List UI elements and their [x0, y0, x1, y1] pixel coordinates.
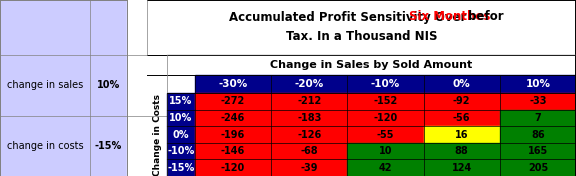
- Text: 10%: 10%: [97, 80, 120, 90]
- Text: change in costs: change in costs: [7, 141, 84, 151]
- Text: -120: -120: [373, 113, 397, 123]
- Text: -183: -183: [297, 113, 321, 123]
- Bar: [423, 126, 500, 143]
- Text: Change in Sales by Sold Amount: Change in Sales by Sold Amount: [270, 60, 473, 70]
- Bar: [271, 110, 347, 126]
- Text: Accumulated Profit Sensitivity Over: Accumulated Profit Sensitivity Over: [229, 11, 471, 24]
- Bar: [167, 110, 195, 126]
- Text: -146: -146: [221, 146, 245, 156]
- Text: -10%: -10%: [168, 146, 195, 156]
- Text: -152: -152: [373, 96, 397, 106]
- Text: 15%: 15%: [169, 96, 192, 106]
- Bar: [500, 159, 576, 176]
- Text: -56: -56: [453, 113, 471, 123]
- Bar: [195, 126, 271, 143]
- Bar: [500, 110, 576, 126]
- Text: 86: 86: [531, 130, 545, 140]
- Bar: [167, 93, 195, 110]
- Text: -15%: -15%: [95, 141, 122, 151]
- Text: 10: 10: [379, 146, 392, 156]
- Bar: [195, 143, 271, 159]
- Text: 7: 7: [535, 113, 541, 123]
- Bar: [271, 126, 347, 143]
- Bar: [195, 110, 271, 126]
- Bar: [347, 126, 423, 143]
- Text: 16: 16: [455, 130, 468, 140]
- Bar: [167, 126, 195, 143]
- Bar: [347, 93, 423, 110]
- Text: befor: befor: [464, 11, 503, 24]
- Text: 10%: 10%: [169, 113, 192, 123]
- Text: -196: -196: [221, 130, 245, 140]
- Text: -272: -272: [221, 96, 245, 106]
- Bar: [167, 143, 195, 159]
- Bar: [347, 143, 423, 159]
- Bar: [347, 110, 423, 126]
- Bar: [500, 93, 576, 110]
- Text: 0%: 0%: [173, 130, 190, 140]
- Bar: [271, 159, 347, 176]
- Bar: [195, 159, 271, 176]
- Bar: [423, 110, 500, 126]
- Text: 124: 124: [452, 163, 472, 173]
- Text: -33: -33: [529, 96, 547, 106]
- Text: -92: -92: [453, 96, 471, 106]
- Bar: [167, 55, 576, 75]
- Text: 42: 42: [379, 163, 392, 173]
- Bar: [423, 159, 500, 176]
- Text: -246: -246: [221, 113, 245, 123]
- Text: -15%: -15%: [168, 163, 195, 173]
- Bar: [195, 93, 271, 110]
- Text: Six Monthes: Six Monthes: [409, 11, 490, 24]
- Text: 10%: 10%: [525, 79, 551, 89]
- Bar: [347, 159, 423, 176]
- Bar: [167, 159, 195, 176]
- Text: -120: -120: [221, 163, 245, 173]
- Text: 165: 165: [528, 146, 548, 156]
- Bar: [423, 143, 500, 159]
- Text: -10%: -10%: [371, 79, 400, 89]
- Text: -30%: -30%: [218, 79, 248, 89]
- Text: -126: -126: [297, 130, 321, 140]
- Text: Change in Costs: Change in Costs: [153, 93, 161, 175]
- Text: -55: -55: [377, 130, 394, 140]
- Text: 205: 205: [528, 163, 548, 173]
- Text: change in sales: change in sales: [7, 80, 83, 90]
- Bar: [500, 143, 576, 159]
- Text: Tax. In a Thousand NIS: Tax. In a Thousand NIS: [286, 30, 437, 43]
- Bar: [147, 0, 576, 55]
- Bar: [127, 0, 167, 176]
- Text: 0%: 0%: [453, 79, 471, 89]
- Text: -68: -68: [301, 146, 318, 156]
- Bar: [500, 126, 576, 143]
- Bar: [423, 93, 500, 110]
- Text: -20%: -20%: [295, 79, 324, 89]
- Bar: [0, 0, 127, 176]
- Text: 88: 88: [455, 146, 468, 156]
- Bar: [271, 143, 347, 159]
- Text: -39: -39: [301, 163, 318, 173]
- Text: -212: -212: [297, 96, 321, 106]
- Bar: [195, 75, 576, 93]
- Bar: [271, 93, 347, 110]
